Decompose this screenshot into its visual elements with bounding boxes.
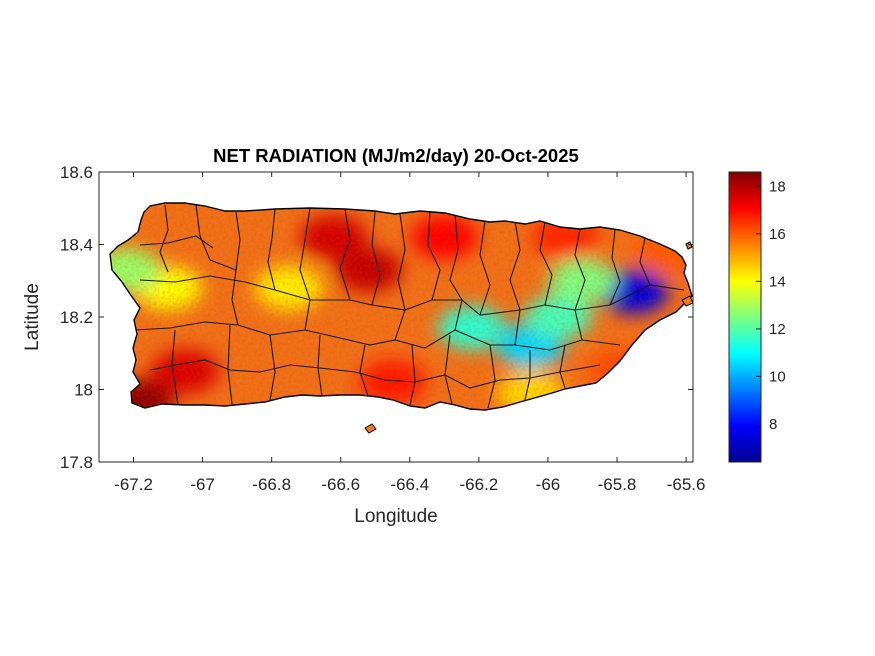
colorbar-tick-label: 12	[769, 321, 786, 338]
x-tick-label: -67.2	[114, 475, 153, 494]
colorbar-tick-label: 8	[769, 416, 777, 433]
colorbar-tick-label: 18	[769, 178, 786, 195]
x-tick-label: -66.4	[390, 475, 429, 494]
small-islets	[364, 241, 694, 434]
y-tick-label: 18.4	[60, 236, 93, 255]
x-tick-label: -65.8	[598, 475, 637, 494]
x-axis-ticks: -67.2 -67 -66.8 -66.6 -66.4 -66.2 -66 -65.8 -65.…	[114, 172, 705, 494]
x-axis-title: Longitude	[354, 506, 437, 527]
y-tick-label: 17.8	[60, 453, 93, 472]
y-tick-label: 18	[74, 381, 93, 400]
x-tick-label: -66.2	[460, 475, 499, 494]
y-tick-label: 18.6	[60, 163, 93, 182]
x-tick-label: -66.8	[252, 475, 291, 494]
colorbar-tick-label: 14	[769, 273, 786, 290]
y-axis-title: Latitude	[22, 283, 43, 351]
municipality-boundaries	[134, 204, 685, 409]
x-tick-label: -66	[536, 475, 561, 494]
x-tick-label: -65.6	[667, 475, 706, 494]
y-tick-label: 18.2	[60, 308, 93, 327]
island-coastline	[109, 202, 693, 411]
x-tick-label: -67	[190, 475, 215, 494]
colorbar-tick-label: 16	[769, 226, 786, 243]
x-tick-label: -66.6	[321, 475, 360, 494]
colorbar: 8 10 12 14 16 18	[728, 171, 786, 463]
colorbar-ticks: 8 10 12 14 16 18	[756, 178, 786, 433]
colorbar-tick-label: 10	[769, 368, 786, 385]
colorbar-gradient	[728, 171, 762, 463]
y-axis-ticks: 17.8 18 18.2 18.4 18.6	[60, 163, 693, 472]
plot-title: NET RADIATION (MJ/m2/day) 20-Oct-2025	[213, 145, 579, 166]
